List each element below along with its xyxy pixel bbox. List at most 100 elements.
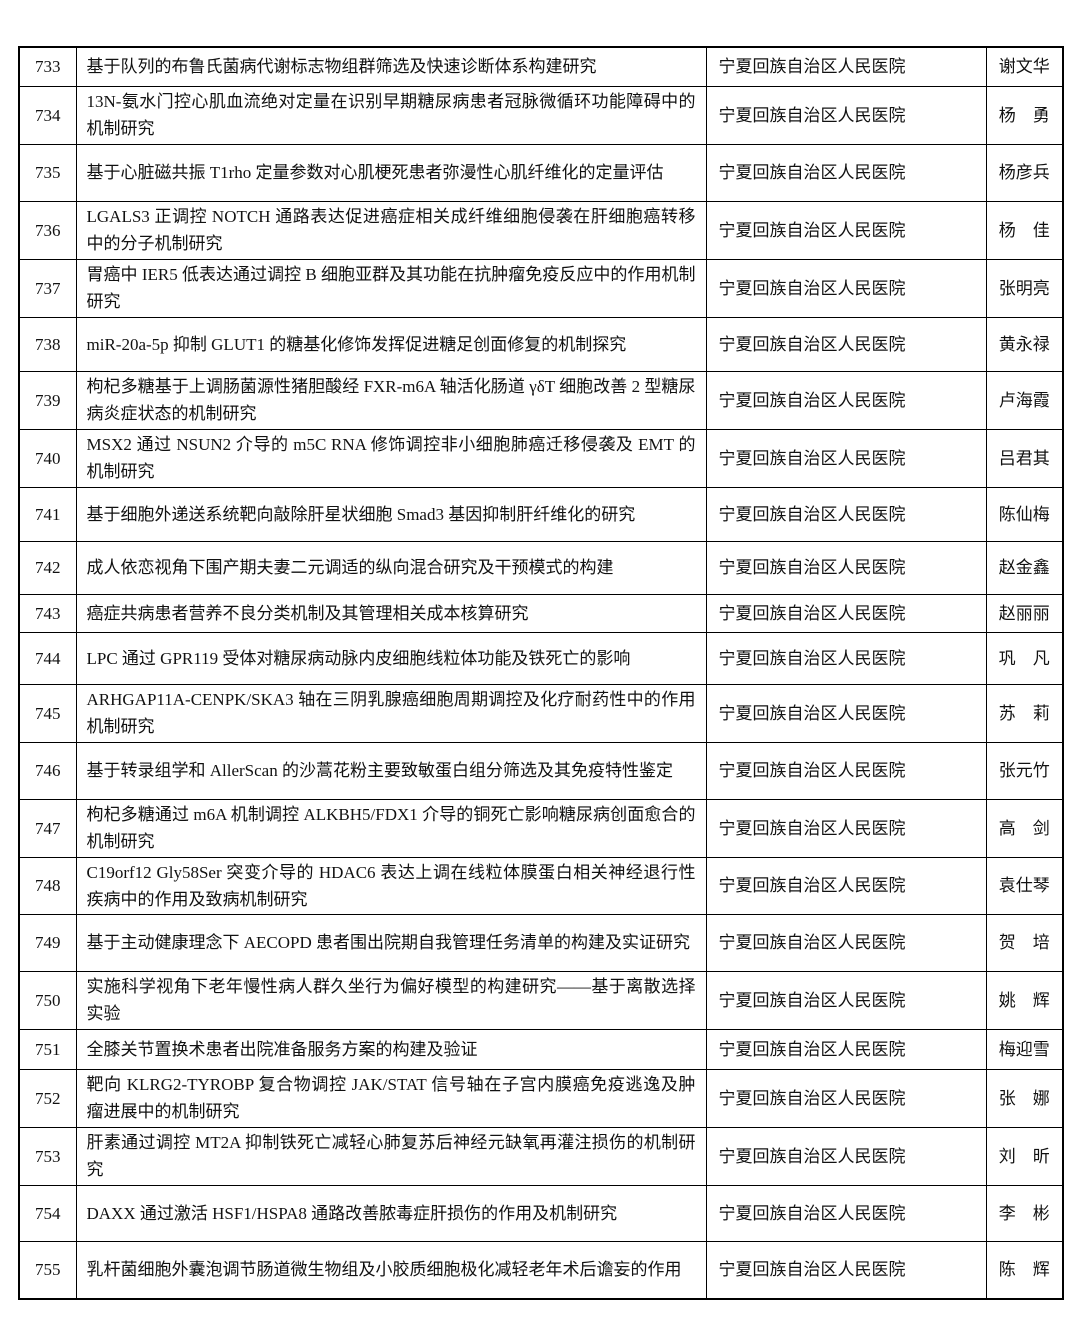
person-name: 张 娜 (985, 1068, 1064, 1128)
row-number: 745 (18, 683, 77, 743)
hospital: 宁夏回族自治区人民医院 (705, 316, 987, 372)
project-title: 枸杞多糖通过 m6A 机制调控 ALKBH5/FDX1 介导的铜死亡影响糖尿病创… (75, 798, 707, 858)
table-row: 754 DAXX 通过激活 HSF1/HSPA8 通路改善脓毒症肝损伤的作用及机制… (18, 1184, 1064, 1242)
project-title: miR-20a-5p 抑制 GLUT1 的糖基化修饰发挥促进糖足创面修复的机制探… (75, 316, 707, 372)
hospital: 宁夏回族自治区人民医院 (705, 428, 987, 488)
project-title: 靶向 KLRG2-TYROBP 复合物调控 JAK/STAT 信号轴在子宫内膜癌… (75, 1068, 707, 1128)
row-number: 748 (18, 856, 77, 915)
person-name: 杨 佳 (985, 200, 1064, 260)
person-name: 陈仙梅 (985, 486, 1064, 542)
row-number: 738 (18, 316, 77, 372)
person-name: 吕君其 (985, 428, 1064, 488)
row-number: 735 (18, 143, 77, 202)
row-number: 750 (18, 970, 77, 1030)
hospital: 宁夏回族自治区人民医院 (705, 798, 987, 858)
row-number: 739 (18, 370, 77, 430)
row-number: 733 (18, 46, 77, 87)
person-name: 杨 勇 (985, 85, 1064, 145)
person-name: 贺 培 (985, 913, 1064, 972)
row-number: 752 (18, 1068, 77, 1128)
project-title: 基于主动健康理念下 AECOPD 患者围出院期自我管理任务清单的构建及实证研究 (75, 913, 707, 972)
row-number: 744 (18, 631, 77, 685)
hospital: 宁夏回族自治区人民医院 (705, 1028, 987, 1070)
row-number: 741 (18, 486, 77, 542)
table-row: 751 全膝关节置换术患者出院准备服务方案的构建及验证 宁夏回族自治区人民医院 梅迎雪 (18, 1028, 1064, 1070)
project-title: 基于转录组学和 AllerScan 的沙蒿花粉主要致敏蛋白组分筛选及其免疫特性鉴… (75, 741, 707, 800)
person-name: 张明亮 (985, 258, 1064, 318)
table-row: 734 13N-氨水门控心肌血流绝对定量在识别早期糖尿病患者冠脉微循环功能障碍中的… (18, 85, 1064, 145)
project-title: 枸杞多糖基于上调肠菌源性猪胆酸经 FXR-m6A 轴活化肠道 γδT 细胞改善 … (75, 370, 707, 430)
row-number: 747 (18, 798, 77, 858)
project-title: C19orf12 Gly58Ser 突变介导的 HDAC6 表达上调在线粒体膜蛋… (75, 856, 707, 915)
project-title: 胃癌中 IER5 低表达通过调控 B 细胞亚群及其功能在抗肿瘤免疫反应中的作用机… (75, 258, 707, 318)
project-title: 癌症共病患者营养不良分类机制及其管理相关成本核算研究 (75, 593, 707, 633)
row-number: 736 (18, 200, 77, 260)
hospital: 宁夏回族自治区人民医院 (705, 143, 987, 202)
project-title: 实施科学视角下老年慢性病人群久坐行为偏好模型的构建研究——基于离散选择实验 (75, 970, 707, 1030)
project-title: 基于细胞外递送系统靶向敲除肝星状细胞 Smad3 基因抑制肝纤维化的研究 (75, 486, 707, 542)
row-number: 734 (18, 85, 77, 145)
person-name: 刘 昕 (985, 1126, 1064, 1186)
row-number: 742 (18, 540, 77, 595)
table-body: 733 基于队列的布鲁氏菌病代谢标志物组群筛选及快速诊断体系构建研究 宁夏回族自治区… (18, 46, 1064, 1300)
hospital: 宁夏回族自治区人民医院 (705, 1240, 987, 1300)
project-title: DAXX 通过激活 HSF1/HSPA8 通路改善脓毒症肝损伤的作用及机制研究 (75, 1184, 707, 1242)
row-number: 755 (18, 1240, 77, 1300)
table-row: 753 肝素通过调控 MT2A 抑制铁死亡减轻心肺复苏后神经元缺氧再灌注损伤的机制… (18, 1126, 1064, 1186)
person-name: 张元竹 (985, 741, 1064, 800)
hospital: 宁夏回族自治区人民医院 (705, 258, 987, 318)
hospital: 宁夏回族自治区人民医院 (705, 741, 987, 800)
hospital: 宁夏回族自治区人民医院 (705, 631, 987, 685)
project-title: MSX2 通过 NSUN2 介导的 m5C RNA 修饰调控非小细胞肺癌迁移侵袭… (75, 428, 707, 488)
table-row: 745 ARHGAP11A-CENPK/SKA3 轴在三阴乳腺癌细胞周期调控及化疗… (18, 683, 1064, 743)
table-row: 740 MSX2 通过 NSUN2 介导的 m5C RNA 修饰调控非小细胞肺癌迁… (18, 428, 1064, 488)
table-row: 733 基于队列的布鲁氏菌病代谢标志物组群筛选及快速诊断体系构建研究 宁夏回族自治区… (18, 46, 1064, 87)
person-name: 姚 辉 (985, 970, 1064, 1030)
hospital: 宁夏回族自治区人民医院 (705, 593, 987, 633)
hospital: 宁夏回族自治区人民医院 (705, 1068, 987, 1128)
row-number: 749 (18, 913, 77, 972)
table-row: 741 基于细胞外递送系统靶向敲除肝星状细胞 Smad3 基因抑制肝纤维化的研究宁… (18, 486, 1064, 542)
table-row: 738 miR-20a-5p 抑制 GLUT1 的糖基化修饰发挥促进糖足创面修复的… (18, 316, 1064, 372)
person-name: 卢海霞 (985, 370, 1064, 430)
person-name: 谢文华 (985, 46, 1064, 87)
person-name: 梅迎雪 (985, 1028, 1064, 1070)
person-name: 赵丽丽 (985, 593, 1064, 633)
row-number: 754 (18, 1184, 77, 1242)
project-title: LGALS3 正调控 NOTCH 通路表达促进癌症相关成纤维细胞侵袭在肝细胞癌转… (75, 200, 707, 260)
table-row: 750 实施科学视角下老年慢性病人群久坐行为偏好模型的构建研究——基于离散选择实验… (18, 970, 1064, 1030)
person-name: 赵金鑫 (985, 540, 1064, 595)
table-row: 739 枸杞多糖基于上调肠菌源性猪胆酸经 FXR-m6A 轴活化肠道 γδT 细胞… (18, 370, 1064, 430)
table-row: 736 LGALS3 正调控 NOTCH 通路表达促进癌症相关成纤维细胞侵袭在肝细… (18, 200, 1064, 260)
project-title: 全膝关节置换术患者出院准备服务方案的构建及验证 (75, 1028, 707, 1070)
hospital: 宁夏回族自治区人民医院 (705, 970, 987, 1030)
project-table: 733 基于队列的布鲁氏菌病代谢标志物组群筛选及快速诊断体系构建研究 宁夏回族自治区… (18, 46, 1064, 1300)
row-number: 746 (18, 741, 77, 800)
row-number: 753 (18, 1126, 77, 1186)
project-title: 基于队列的布鲁氏菌病代谢标志物组群筛选及快速诊断体系构建研究 (75, 46, 707, 87)
hospital: 宁夏回族自治区人民医院 (705, 85, 987, 145)
table-row: 742 成人依恋视角下围产期夫妻二元调适的纵向混合研究及干预模式的构建 宁夏回族自治… (18, 540, 1064, 595)
row-number: 751 (18, 1028, 77, 1070)
person-name: 陈 辉 (985, 1240, 1064, 1300)
project-title: 肝素通过调控 MT2A 抑制铁死亡减轻心肺复苏后神经元缺氧再灌注损伤的机制研究 (75, 1126, 707, 1186)
person-name: 袁仕琴 (985, 856, 1064, 915)
project-title: 基于心脏磁共振 T1rho 定量参数对心肌梗死患者弥漫性心肌纤维化的定量评估 (75, 143, 707, 202)
person-name: 巩 凡 (985, 631, 1064, 685)
table-row: 755 乳杆菌细胞外囊泡调节肠道微生物组及小胶质细胞极化减轻老年术后谵妄的作用 宁夏… (18, 1240, 1064, 1300)
table-row: 752 靶向 KLRG2-TYROBP 复合物调控 JAK/STAT 信号轴在子宫… (18, 1068, 1064, 1128)
table-row: 744 LPC 通过 GPR119 受体对糖尿病动脉内皮细胞线粒体功能及铁死亡的影… (18, 631, 1064, 685)
table-row: 747 枸杞多糖通过 m6A 机制调控 ALKBH5/FDX1 介导的铜死亡影响糖… (18, 798, 1064, 858)
hospital: 宁夏回族自治区人民医院 (705, 200, 987, 260)
hospital: 宁夏回族自治区人民医院 (705, 1184, 987, 1242)
hospital: 宁夏回族自治区人民医院 (705, 370, 987, 430)
hospital: 宁夏回族自治区人民医院 (705, 856, 987, 915)
hospital: 宁夏回族自治区人民医院 (705, 913, 987, 972)
table-row: 749 基于主动健康理念下 AECOPD 患者围出院期自我管理任务清单的构建及实证… (18, 913, 1064, 972)
row-number: 740 (18, 428, 77, 488)
project-title: ARHGAP11A-CENPK/SKA3 轴在三阴乳腺癌细胞周期调控及化疗耐药性… (75, 683, 707, 743)
hospital: 宁夏回族自治区人民医院 (705, 683, 987, 743)
hospital: 宁夏回族自治区人民医院 (705, 540, 987, 595)
row-number: 737 (18, 258, 77, 318)
